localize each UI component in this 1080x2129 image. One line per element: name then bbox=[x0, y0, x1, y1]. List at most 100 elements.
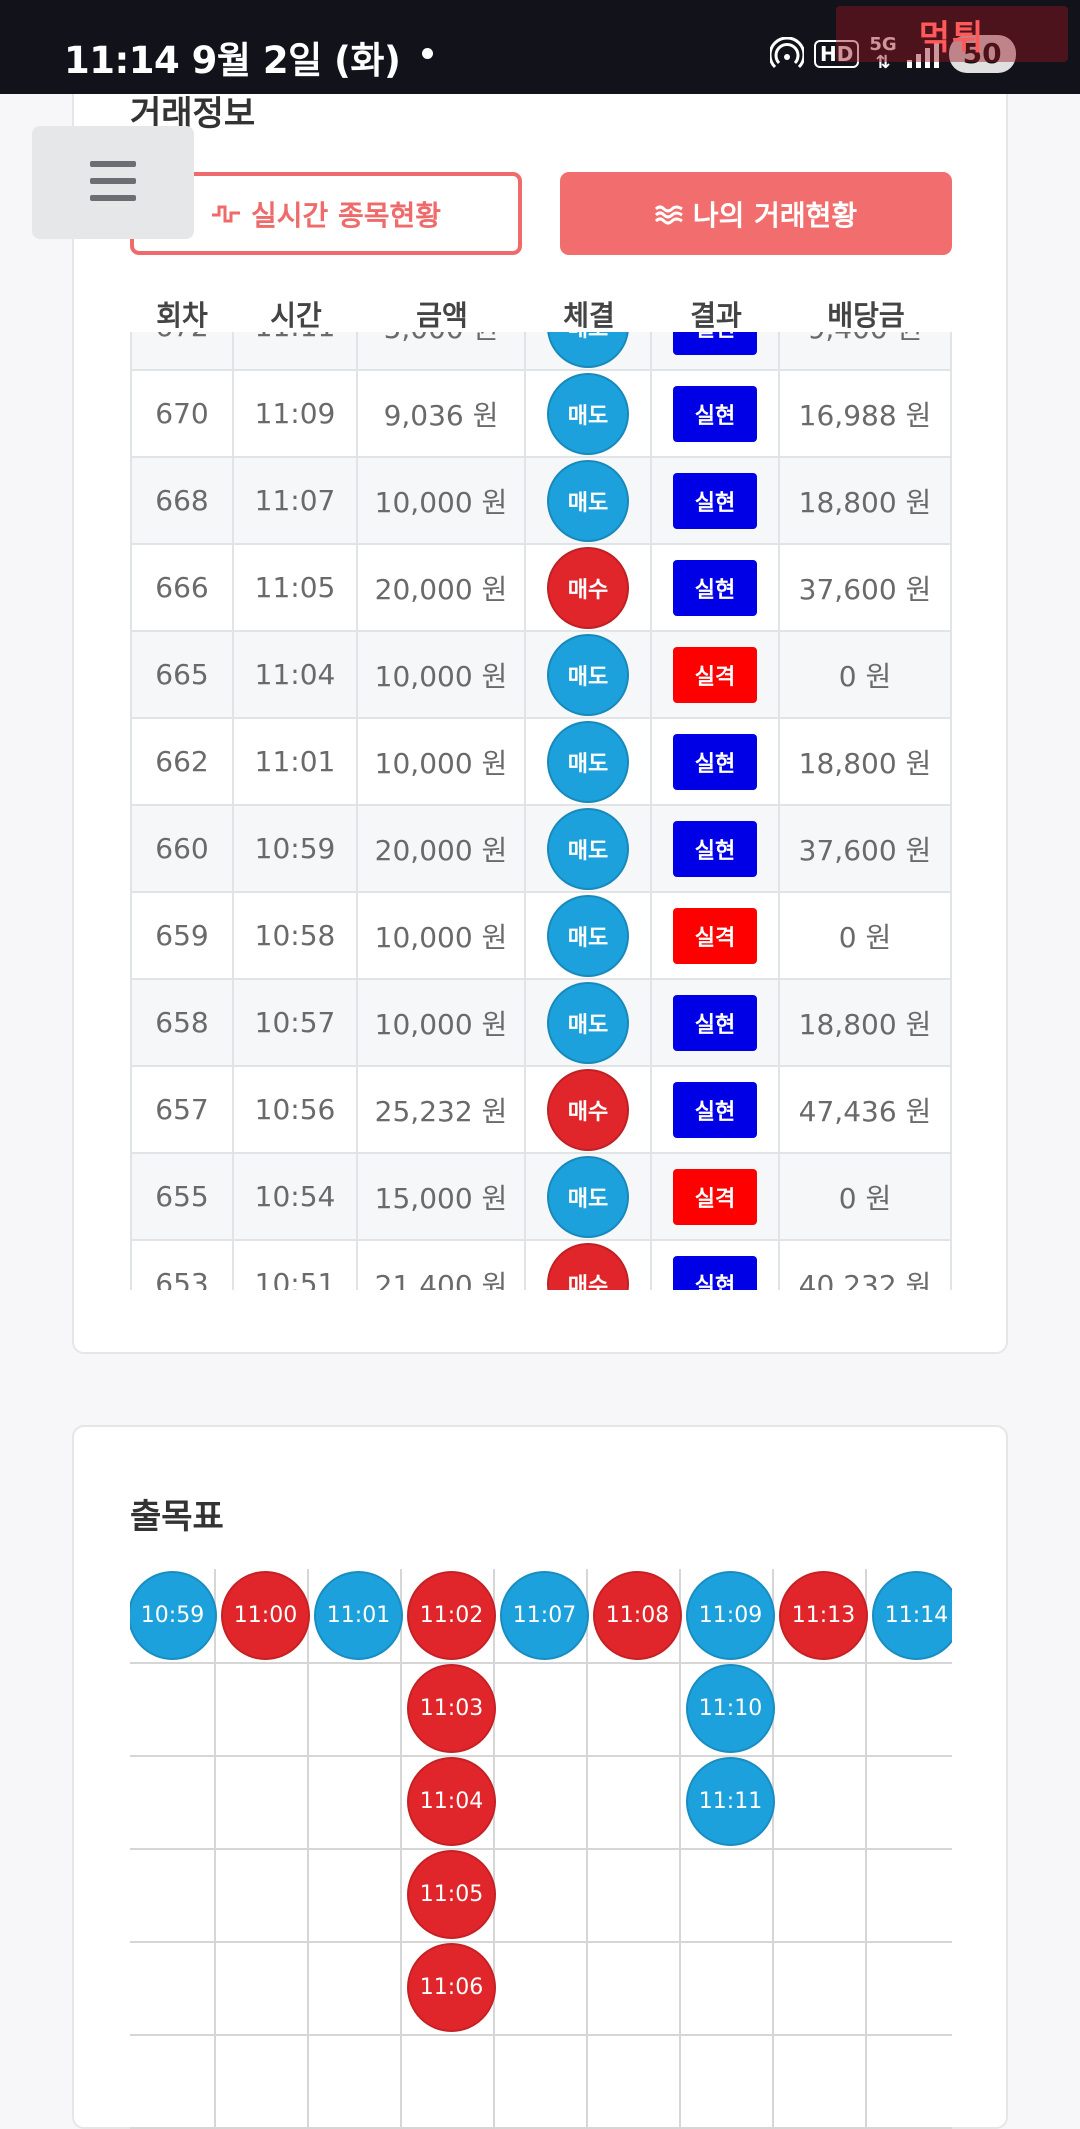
realized-badge: 실현 bbox=[673, 994, 757, 1051]
cell-round: 672 bbox=[130, 332, 234, 369]
blue-result-ball: 10:59 bbox=[130, 1571, 217, 1660]
cell-payout: 40,232 원 bbox=[780, 1241, 952, 1290]
grid-line bbox=[130, 2034, 952, 2036]
cell-amount: 10,000 원 bbox=[358, 719, 526, 804]
blue-result-ball: 11:09 bbox=[686, 1571, 775, 1660]
live-status-label: 실시간 종목현황 bbox=[250, 198, 442, 232]
cell-result: 실현 bbox=[652, 1067, 780, 1152]
sell-badge: 매도 bbox=[547, 372, 629, 455]
cell-payout: 18,800 원 bbox=[780, 458, 952, 543]
table-row: 655 10:54 15,000 원 매도 실격 0 원 bbox=[130, 1154, 952, 1241]
cell-time: 11:07 bbox=[234, 458, 358, 543]
sell-badge: 매도 bbox=[547, 894, 629, 977]
cell-result: 실현 bbox=[652, 371, 780, 456]
menu-icon-bar bbox=[90, 178, 136, 184]
cell-amount: 20,000 원 bbox=[358, 806, 526, 891]
status-icons: HD 5G ⇅ 50 bbox=[770, 34, 1016, 74]
status-bar: 11:14 9월 2일 (화) HD 5G ⇅ 50 먹튀 bbox=[0, 0, 1080, 94]
realized-badge: 실현 bbox=[673, 472, 757, 529]
cell-time: 10:58 bbox=[234, 893, 358, 978]
realized-badge: 실현 bbox=[673, 559, 757, 616]
red-result-ball: 11:04 bbox=[407, 1757, 496, 1846]
status-time-date: 11:14 9월 2일 (화) bbox=[64, 39, 401, 82]
sell-badge: 매도 bbox=[547, 332, 629, 368]
cell-execution: 매도 bbox=[526, 332, 652, 369]
cell-result: 실격 bbox=[652, 632, 780, 717]
cell-result: 실현 bbox=[652, 332, 780, 369]
cell-result: 실현 bbox=[652, 806, 780, 891]
watermark-logo: 먹튀 bbox=[836, 6, 1068, 62]
cell-execution: 매도 bbox=[526, 632, 652, 717]
blue-result-ball: 11:07 bbox=[500, 1571, 589, 1660]
cell-round: 670 bbox=[130, 371, 234, 456]
table-row: 666 11:05 20,000 원 매수 실현 37,600 원 bbox=[130, 545, 952, 632]
cell-time: 11:04 bbox=[234, 632, 358, 717]
realized-badge: 실현 bbox=[673, 385, 757, 442]
cell-round: 662 bbox=[130, 719, 234, 804]
live-status-button[interactable]: 실시간 종목현황 bbox=[130, 172, 522, 255]
table-row: 657 10:56 25,232 원 매수 실현 47,436 원 bbox=[130, 1067, 952, 1154]
menu-icon-bar bbox=[90, 195, 136, 201]
sell-badge: 매도 bbox=[547, 459, 629, 542]
blue-result-ball: 11:01 bbox=[314, 1571, 403, 1660]
realized-badge: 실현 bbox=[673, 820, 757, 877]
table-row: 665 11:04 10,000 원 매도 실격 0 원 bbox=[130, 632, 952, 719]
cell-execution: 매수 bbox=[526, 1241, 652, 1290]
header-payout: 배당금 bbox=[827, 299, 905, 332]
result-chart-title: 출목표 bbox=[130, 1497, 224, 1537]
realized-badge: 실현 bbox=[673, 1081, 757, 1138]
red-result-ball: 11:08 bbox=[593, 1571, 682, 1660]
cell-payout: 0 원 bbox=[780, 1154, 952, 1239]
sell-badge: 매도 bbox=[547, 633, 629, 716]
cell-time: 11:09 bbox=[234, 371, 358, 456]
table-row: 670 11:09 9,036 원 매도 실현 16,988 원 bbox=[130, 371, 952, 458]
table-row: 662 11:01 10,000 원 매도 실현 18,800 원 bbox=[130, 719, 952, 806]
cell-result: 실현 bbox=[652, 1241, 780, 1290]
cell-result: 실현 bbox=[652, 458, 780, 543]
red-result-ball: 11:00 bbox=[221, 1571, 310, 1660]
table-row: 653 10:51 21,400 원 매수 실현 40,232 원 bbox=[130, 1241, 952, 1290]
trade-table-scroll[interactable]: 67211:115,000 원매도실현9,400 원67011:099,036 … bbox=[130, 332, 952, 1290]
table-row: 660 10:59 20,000 원 매도 실현 37,600 원 bbox=[130, 806, 952, 893]
cell-amount: 15,000 원 bbox=[358, 1154, 526, 1239]
cell-execution: 매도 bbox=[526, 371, 652, 456]
network-type-label: 5G bbox=[869, 34, 897, 55]
my-trades-label: 나의 거래현황 bbox=[692, 198, 858, 232]
sell-badge: 매도 bbox=[547, 981, 629, 1064]
header-time: 시간 bbox=[270, 299, 322, 332]
grid-line bbox=[130, 1848, 952, 1850]
trade-info-card: 거래정보 실시간 종목현황 나의 거래현황 회차 시간 금액 체결 결과 배당금… bbox=[72, 60, 1008, 1354]
cell-time: 10:54 bbox=[234, 1154, 358, 1239]
cell-execution: 매수 bbox=[526, 1067, 652, 1152]
buy-badge: 매수 bbox=[547, 1068, 629, 1151]
red-result-ball: 11:02 bbox=[407, 1571, 496, 1660]
cell-time: 11:01 bbox=[234, 719, 358, 804]
table-row: 659 10:58 10,000 원 매도 실격 0 원 bbox=[130, 893, 952, 980]
grid-line bbox=[130, 1755, 952, 1757]
cell-amount: 25,232 원 bbox=[358, 1067, 526, 1152]
red-result-ball: 11:06 bbox=[407, 1943, 496, 2032]
grid-line bbox=[130, 1941, 952, 1943]
realized-badge: 실현 bbox=[673, 733, 757, 790]
hotspot-icon bbox=[770, 37, 804, 69]
hamburger-menu-button[interactable] bbox=[32, 126, 194, 239]
header-result: 결과 bbox=[690, 299, 742, 332]
trade-table-header: 회차 시간 금액 체결 결과 배당금 bbox=[130, 294, 952, 340]
bead-road-grid[interactable]: 10:59 11:00 11:01 11:02 11:03 11:04 11:05 11:06… bbox=[130, 1569, 952, 2129]
cell-round: 659 bbox=[130, 893, 234, 978]
trade-table-body: 67211:115,000 원매도실현9,400 원67011:099,036 … bbox=[130, 332, 952, 1290]
header-execution: 체결 bbox=[563, 299, 615, 332]
my-trades-button[interactable]: 나의 거래현황 bbox=[560, 172, 952, 255]
cell-result: 실현 bbox=[652, 980, 780, 1065]
waves-icon bbox=[654, 205, 683, 224]
red-result-ball: 11:13 bbox=[779, 1571, 868, 1660]
blue-result-ball: 11:11 bbox=[686, 1757, 775, 1846]
red-result-ball: 11:03 bbox=[407, 1664, 496, 1753]
cell-amount: 20,000 원 bbox=[358, 545, 526, 630]
buy-badge: 매수 bbox=[547, 1242, 629, 1290]
cell-round: 668 bbox=[130, 458, 234, 543]
cell-amount: 10,000 원 bbox=[358, 458, 526, 543]
table-row: 67211:115,000 원 매도 실현 9,400 원 bbox=[130, 332, 952, 371]
cell-amount: 10,000 원 bbox=[358, 632, 526, 717]
cell-round: 660 bbox=[130, 806, 234, 891]
